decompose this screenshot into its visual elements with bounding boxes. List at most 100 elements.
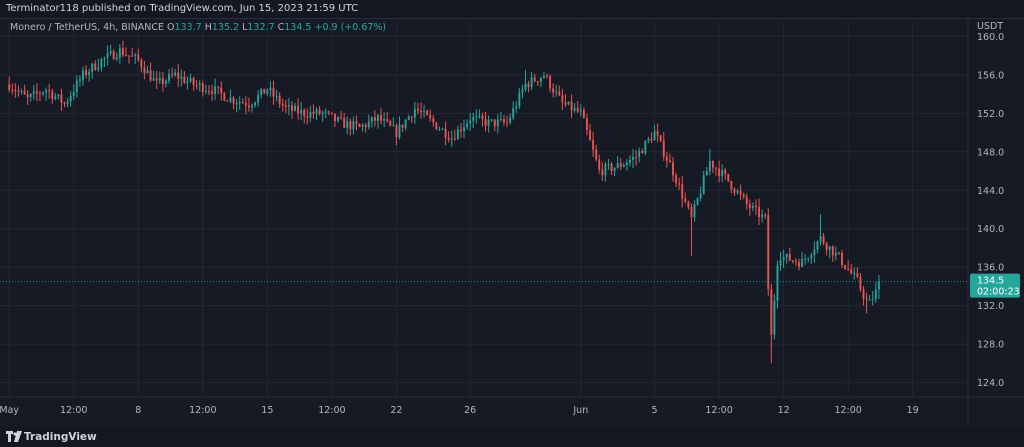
candle-up [251,103,253,113]
candle-body [441,128,444,130]
candle-down [481,112,484,127]
candle-body [825,243,828,250]
candle-up [868,294,871,301]
candle-body [469,120,472,124]
candle-up [115,52,118,62]
x-tick-label: 19 [907,405,919,416]
candle-down [161,71,164,92]
candle-body [186,81,189,83]
candle-down [791,259,794,264]
candle-body [109,51,112,54]
candle-down [183,71,186,85]
candle-down [192,76,195,91]
y-tick-label: 156.0 [977,70,1004,81]
x-tick-label: 12:00 [705,405,732,416]
candle-body [97,67,100,70]
candle-up [180,69,183,87]
candle-down [724,167,727,180]
y-tick-label: 144.0 [977,186,1004,197]
candle-body [570,101,573,111]
y-tick-label: 160.0 [977,32,1004,43]
candle-down [26,90,29,105]
candle-down [742,192,745,200]
candle-body [75,80,78,93]
symbol-name[interactable]: Monero / TetherUS, 4h, BINANCE [10,22,164,33]
candle-body [582,110,585,119]
candle-down [241,98,244,104]
candle-down [595,144,598,162]
candle-body [337,117,339,121]
candle-body [410,116,413,118]
candle-up [109,44,112,56]
candle-down [211,84,213,101]
candle-body [684,198,687,202]
candle-down [140,57,143,73]
candle-up [773,294,776,340]
candle-body [466,123,469,128]
candle-body [699,193,702,199]
candle-body [306,116,309,118]
close-value: 134.5 [284,22,312,33]
candle-up [189,74,192,83]
candle-down [312,104,315,119]
candle-down [659,134,662,143]
chart-frame[interactable] [0,18,1024,427]
candle-down [143,60,146,80]
candle-down [137,48,140,63]
candle-body [856,273,859,277]
candle-body [309,111,312,118]
candle-down [862,285,865,306]
candlestick-chart[interactable]: 160.0 156.0 152.0 148.0 144.0 140.0 136.0 132.0… [0,18,1024,427]
candle-down [641,148,644,154]
candle-body [8,84,11,90]
candle-body [595,149,598,160]
candle-down [561,88,564,111]
candle-body [773,300,776,335]
candle-down [859,273,862,292]
candle-down [330,112,333,115]
candle-body [429,114,432,119]
candle-up [257,90,260,107]
candle-up [708,148,711,176]
candle-body [229,97,232,102]
candle-body [779,260,782,266]
candle-body [115,57,118,60]
candle-body [675,175,678,184]
candle-body [254,102,257,106]
candle-up [518,87,521,110]
candle-body [340,117,343,119]
candle-down [745,193,748,210]
candle-up [819,214,822,246]
candle-up [616,155,619,169]
candle-down [576,101,579,113]
candle-up [613,167,616,176]
candle-body [506,122,509,124]
candle-body [696,198,699,205]
candle-up [466,119,469,130]
x-tick-label: 8 [135,405,141,416]
candle-body [859,276,862,290]
candle-body [312,111,315,114]
candle-down [767,208,770,296]
candle-down [675,172,678,187]
candle-body [324,111,327,113]
candle-body [395,125,398,138]
candle-up [751,202,754,212]
candle-down [844,264,847,271]
candle-body [748,204,751,209]
candle-body [493,119,496,127]
candle-body [616,163,619,168]
tradingview-logo-icon[interactable] [6,431,22,443]
candle-body [263,88,266,94]
candle-body [841,252,843,266]
candle-down [656,123,659,143]
candle-body [549,76,552,89]
candle-up [57,94,60,100]
candle-body [607,163,610,165]
candle-body [180,76,183,79]
candle-up [254,101,257,108]
candle-body [475,116,478,118]
candle-down [619,157,622,171]
candle-body [226,100,229,102]
candle-down [297,98,300,120]
